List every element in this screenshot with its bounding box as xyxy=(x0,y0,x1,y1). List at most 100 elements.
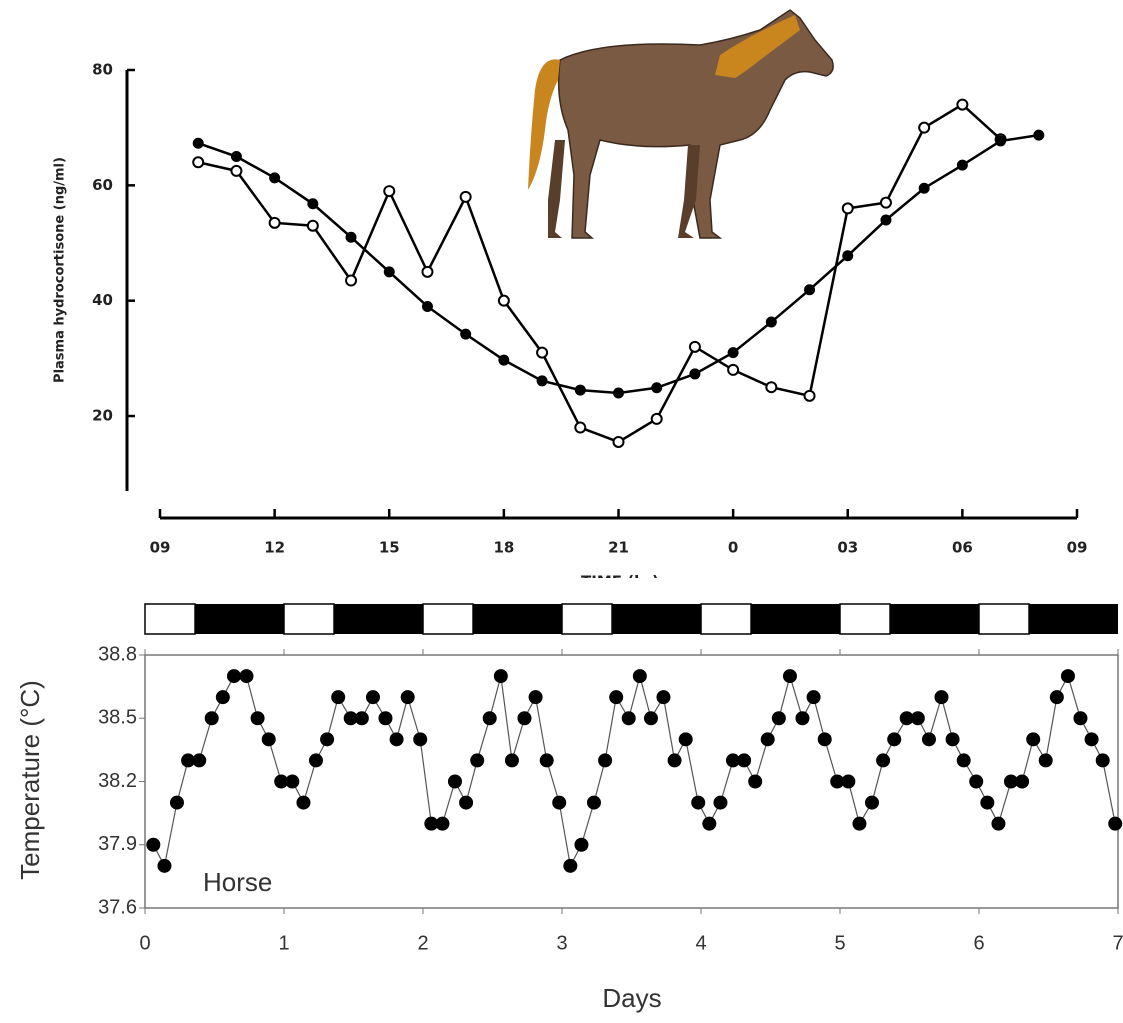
data-point xyxy=(564,860,576,872)
data-point xyxy=(384,186,394,196)
data-point xyxy=(843,203,853,213)
data-point xyxy=(231,166,241,176)
data-point xyxy=(194,139,203,148)
data-point xyxy=(996,136,1005,145)
data-point xyxy=(422,267,432,277)
y-axis-label: Temperature (°C) xyxy=(15,680,45,880)
horse-leg xyxy=(548,140,565,238)
data-point xyxy=(610,691,622,703)
data-point xyxy=(270,173,279,182)
data-point xyxy=(652,383,661,392)
x-tick-label: 0 xyxy=(728,539,738,557)
data-point xyxy=(379,712,391,724)
series-line xyxy=(153,676,1115,866)
data-point xyxy=(499,356,508,365)
data-point xyxy=(193,754,205,766)
data-point xyxy=(843,251,852,260)
data-point xyxy=(866,797,878,809)
data-point xyxy=(842,776,854,788)
data-point xyxy=(436,818,448,830)
data-point xyxy=(402,691,414,703)
data-point xyxy=(346,276,356,286)
data-point xyxy=(461,330,470,339)
data-point xyxy=(391,733,403,745)
figure: 2040608009121518210030609Plasma hydrocor… xyxy=(0,0,1123,1023)
data-point xyxy=(652,414,662,424)
x-tick-label: 18 xyxy=(493,539,514,557)
data-point xyxy=(537,348,547,358)
data-point xyxy=(575,839,587,851)
dark-phase xyxy=(473,604,562,634)
data-point xyxy=(297,797,309,809)
data-point xyxy=(1062,670,1074,682)
data-point xyxy=(228,670,240,682)
data-point xyxy=(805,285,814,294)
data-point xyxy=(321,733,333,745)
data-point xyxy=(206,712,218,724)
data-point xyxy=(669,754,681,766)
data-point xyxy=(762,733,774,745)
x-tick-label: 0 xyxy=(139,932,150,954)
data-point xyxy=(506,754,518,766)
data-point xyxy=(461,192,471,202)
data-point xyxy=(784,670,796,682)
data-point xyxy=(147,839,159,851)
data-point xyxy=(877,754,889,766)
dark-phase xyxy=(195,604,284,634)
data-point xyxy=(634,670,646,682)
annotation: Horse xyxy=(203,867,272,897)
data-point xyxy=(495,670,507,682)
y-tick-label: 40 xyxy=(92,291,113,309)
x-tick-label: 5 xyxy=(834,932,845,954)
x-tick-label: 3 xyxy=(556,932,567,954)
series-line xyxy=(198,135,1039,393)
y-tick-label: 38.8 xyxy=(98,643,137,665)
data-point xyxy=(171,797,183,809)
x-tick-label: 09 xyxy=(1067,539,1088,557)
data-point xyxy=(690,369,699,378)
data-point xyxy=(957,100,967,110)
dark-phase xyxy=(334,604,423,634)
data-point xyxy=(1040,754,1052,766)
data-point xyxy=(935,691,947,703)
data-point xyxy=(947,733,959,745)
data-point xyxy=(423,302,432,311)
data-point xyxy=(623,712,635,724)
data-point xyxy=(692,797,704,809)
x-axis-label: Days xyxy=(602,983,661,1013)
data-point xyxy=(553,797,565,809)
x-tick-label: 15 xyxy=(379,539,400,557)
data-point xyxy=(1034,131,1043,140)
horse-body xyxy=(559,10,834,238)
data-point xyxy=(158,860,170,872)
data-point xyxy=(310,754,322,766)
data-point xyxy=(576,386,585,395)
data-point xyxy=(808,691,820,703)
data-point xyxy=(766,382,776,392)
x-tick-label: 7 xyxy=(1112,932,1123,954)
data-point xyxy=(738,754,750,766)
light-phase xyxy=(423,604,473,634)
data-point xyxy=(970,776,982,788)
data-point xyxy=(1086,733,1098,745)
data-point xyxy=(729,348,738,357)
data-point xyxy=(881,215,890,224)
x-tick-label: 06 xyxy=(952,539,973,557)
x-axis-label: TIME (hr) xyxy=(581,573,659,591)
x-tick-label: 03 xyxy=(837,539,858,557)
x-tick-label: 2 xyxy=(417,932,428,954)
data-point xyxy=(853,818,865,830)
light-phase xyxy=(562,604,612,634)
page: {"chart_data": [ {"type": "line", "y_lab… xyxy=(0,0,1123,1023)
data-point xyxy=(796,712,808,724)
data-point xyxy=(614,437,624,447)
y-tick-label: 20 xyxy=(92,407,113,425)
data-point xyxy=(356,712,368,724)
horse-illustration xyxy=(528,10,833,238)
data-point xyxy=(690,342,700,352)
data-point xyxy=(1016,776,1028,788)
data-point xyxy=(767,318,776,327)
data-point xyxy=(240,670,252,682)
data-point xyxy=(460,797,472,809)
x-tick-label: 12 xyxy=(264,539,285,557)
